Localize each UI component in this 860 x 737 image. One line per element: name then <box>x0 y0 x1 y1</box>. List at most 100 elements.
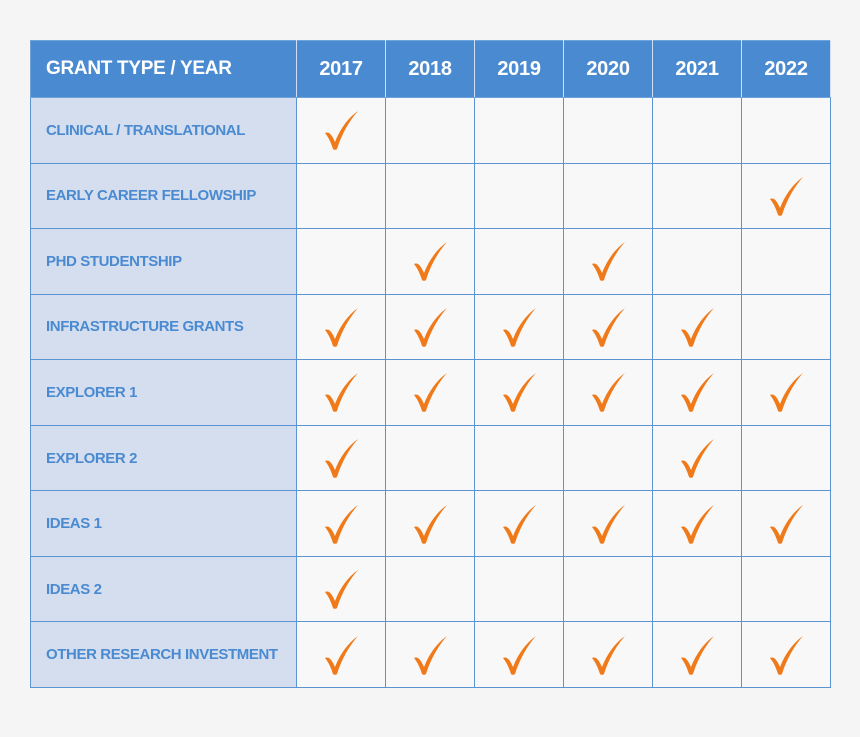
year-header: 2017 <box>296 40 386 98</box>
year-cell <box>296 228 386 295</box>
grant-type-label: EXPLORER 1 <box>30 359 297 426</box>
year-cell <box>652 359 742 426</box>
year-cell <box>296 621 386 688</box>
check-icon <box>411 503 449 545</box>
year-cell <box>296 555 386 623</box>
year-cell <box>474 490 564 557</box>
year-cell <box>474 555 564 623</box>
grant-type-label: INFRASTRUCTURE GRANTS <box>30 293 297 361</box>
year-cell <box>563 424 653 492</box>
year-cell <box>296 359 386 426</box>
year-cell <box>741 424 831 492</box>
check-icon <box>322 568 360 610</box>
year-cell <box>741 490 831 557</box>
check-icon <box>500 503 538 545</box>
grant-type-label: EXPLORER 2 <box>30 424 297 492</box>
check-icon <box>500 634 538 676</box>
table-row: EARLY CAREER FELLOWSHIP <box>30 162 831 230</box>
check-icon <box>500 371 538 413</box>
table-row: PHD STUDENTSHIP <box>30 228 831 295</box>
year-cell <box>652 162 742 230</box>
check-icon <box>678 503 716 545</box>
year-cell <box>652 555 742 623</box>
check-icon <box>411 634 449 676</box>
grant-rows: CLINICAL / TRANSLATIONAL EARLY CAREER FEL… <box>30 97 831 688</box>
year-cell <box>652 293 742 361</box>
table-row: IDEAS 2 <box>30 555 831 623</box>
check-icon <box>411 371 449 413</box>
year-cell <box>385 621 475 688</box>
year-cell <box>385 162 475 230</box>
check-icon <box>589 371 627 413</box>
year-cell <box>741 162 831 230</box>
year-cell <box>741 359 831 426</box>
year-cell <box>474 293 564 361</box>
check-icon <box>322 437 360 479</box>
check-icon <box>678 306 716 348</box>
year-cell <box>296 424 386 492</box>
check-icon <box>589 634 627 676</box>
year-cell <box>296 490 386 557</box>
year-cell <box>652 228 742 295</box>
check-icon <box>767 371 805 413</box>
year-cell <box>563 555 653 623</box>
year-cell <box>741 97 831 164</box>
table-row: CLINICAL / TRANSLATIONAL <box>30 97 831 164</box>
year-cell <box>563 162 653 230</box>
year-cell <box>474 162 564 230</box>
check-icon <box>411 306 449 348</box>
year-cell <box>652 490 742 557</box>
year-cell <box>741 621 831 688</box>
check-icon <box>767 503 805 545</box>
grant-type-label: CLINICAL / TRANSLATIONAL <box>30 97 297 164</box>
year-cell <box>474 97 564 164</box>
check-icon <box>500 306 538 348</box>
check-icon <box>678 437 716 479</box>
table-row: EXPLORER 2 <box>30 424 831 492</box>
year-cell <box>474 424 564 492</box>
year-cell <box>296 97 386 164</box>
year-cell <box>741 555 831 623</box>
grant-type-label: IDEAS 2 <box>30 555 297 623</box>
year-cell <box>385 359 475 426</box>
year-header: 2018 <box>385 40 475 98</box>
table-row: INFRASTRUCTURE GRANTS <box>30 293 831 361</box>
check-icon <box>322 503 360 545</box>
year-header: 2021 <box>652 40 742 98</box>
year-cell <box>385 555 475 623</box>
year-cell <box>385 293 475 361</box>
check-icon <box>767 634 805 676</box>
check-icon <box>322 306 360 348</box>
grant-type-label: OTHER RESEARCH INVESTMENT <box>30 621 297 688</box>
year-cell <box>741 293 831 361</box>
year-header: 2019 <box>474 40 564 98</box>
grant-matrix: GRANT TYPE / YEAR 2017 2018 2019 2020 20… <box>30 40 831 688</box>
check-icon <box>589 240 627 282</box>
check-icon <box>678 634 716 676</box>
check-icon <box>322 109 360 151</box>
year-cell <box>563 621 653 688</box>
check-icon <box>411 240 449 282</box>
table-row: EXPLORER 1 <box>30 359 831 426</box>
year-cell <box>563 490 653 557</box>
header-row: GRANT TYPE / YEAR 2017 2018 2019 2020 20… <box>30 40 831 98</box>
year-cell <box>385 228 475 295</box>
year-cell <box>652 97 742 164</box>
check-icon <box>678 371 716 413</box>
year-cell <box>296 162 386 230</box>
year-cell <box>385 490 475 557</box>
year-cell <box>652 621 742 688</box>
check-icon <box>589 306 627 348</box>
year-cell <box>296 293 386 361</box>
year-cell <box>563 228 653 295</box>
year-cell <box>563 359 653 426</box>
check-icon <box>322 634 360 676</box>
header-label: GRANT TYPE / YEAR <box>30 40 297 98</box>
table-row: IDEAS 1 <box>30 490 831 557</box>
year-header: 2020 <box>563 40 653 98</box>
year-cell <box>474 359 564 426</box>
year-cell <box>385 97 475 164</box>
year-cell <box>474 621 564 688</box>
year-cell <box>563 293 653 361</box>
year-header: 2022 <box>741 40 831 98</box>
